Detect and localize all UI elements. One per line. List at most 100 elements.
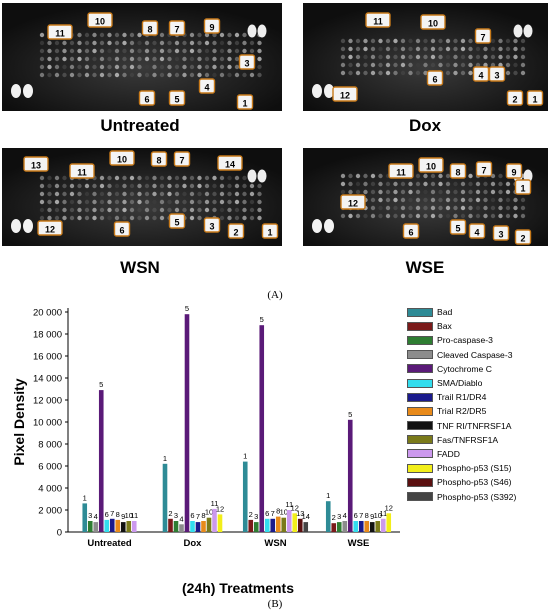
bar-chart-svg: 0 2 000 4 000 6 000 8 000 10 000 12 000 14 000 1…: [11, 304, 400, 596]
bar: [206, 517, 212, 532]
bar-data-label: 11: [379, 509, 387, 518]
legend-label: Bax: [437, 321, 452, 332]
svg-text:3: 3: [209, 222, 214, 232]
bar-data-label: 8: [276, 507, 280, 516]
legend-swatch: [407, 350, 433, 360]
legend-swatch: [407, 406, 433, 416]
bar-data-label: 11: [211, 499, 219, 508]
y-tick-label: 8 000: [38, 440, 62, 451]
legend-label: Trail R1/DR4: [437, 392, 487, 403]
blot-callout: 1: [236, 94, 254, 110]
svg-text:4: 4: [474, 228, 479, 238]
x-tick-label: Untreated: [87, 538, 132, 549]
bar-data-label: 3: [337, 512, 341, 521]
legend-item: FADD: [407, 447, 550, 461]
blot-callout: 7: [173, 151, 191, 167]
legend-swatch: [407, 392, 433, 402]
bar: [173, 521, 179, 532]
svg-text:5: 5: [174, 95, 179, 105]
svg-text:12: 12: [340, 91, 350, 101]
legend-label: TNF RI/TNFRSF1A: [437, 420, 512, 431]
bar: [275, 516, 281, 532]
svg-text:1: 1: [520, 184, 525, 194]
blot-callout: 9: [505, 163, 523, 179]
svg-text:7: 7: [179, 156, 184, 166]
bar: [126, 521, 132, 532]
bar-data-label: 2: [332, 513, 336, 522]
bar: [347, 419, 353, 532]
bar-data-label: 10: [125, 511, 133, 520]
blot-callout: 11: [69, 163, 95, 179]
svg-text:11: 11: [396, 168, 406, 178]
legend-label: Phospho-p53 (S392): [437, 491, 517, 502]
x-axis-title: (24h) Treatments: [182, 580, 294, 596]
bar-data-label: 10: [205, 508, 213, 517]
bar: [325, 501, 331, 532]
bar-data-label: 14: [302, 512, 310, 521]
bar-data-label: 3: [174, 511, 178, 520]
blot-caption-dox: Dox: [408, 116, 442, 135]
svg-text:3: 3: [494, 71, 499, 81]
bar-data-label: 5: [185, 304, 189, 313]
legend-item: Pro-caspase-3: [407, 333, 550, 347]
blot-callout: 6: [426, 70, 444, 86]
blot-callout: 2: [514, 229, 532, 245]
bar: [109, 518, 115, 532]
blot-callout: 5: [168, 213, 186, 229]
legend-swatch: [407, 335, 433, 345]
svg-text:11: 11: [55, 29, 65, 39]
legend-item: Trial R2/DR5: [407, 404, 550, 418]
blot-callout: 6: [402, 223, 420, 239]
blot-callout: 12: [37, 220, 63, 236]
blot-callout: 3: [203, 217, 221, 233]
blot-callout: 8: [449, 163, 467, 179]
blot-untreated-image: 11 10 8 7 9 3 6 5 4 1: [2, 3, 282, 111]
legend-item: Trail R1/DR4: [407, 390, 550, 404]
y-tick-label: 6 000: [38, 462, 62, 473]
svg-text:2: 2: [233, 228, 238, 238]
bar: [168, 518, 173, 532]
bar: [162, 463, 168, 532]
bar-data-label: 8: [201, 511, 205, 520]
bar-data-label: 4: [343, 511, 347, 520]
bar: [331, 523, 337, 532]
bar-data-label: 2: [249, 510, 253, 519]
blot-callout: 14: [217, 155, 243, 171]
blot-callout: 6: [113, 221, 131, 237]
bar: [297, 518, 303, 532]
svg-text:2: 2: [512, 95, 517, 105]
blot-callout: 2: [227, 223, 245, 239]
bar: [242, 461, 248, 532]
bar: [342, 521, 348, 532]
x-tick-label: WSN: [264, 538, 286, 549]
blot-callout: 4: [468, 223, 486, 239]
y-axis-title: Pixel Density: [11, 378, 27, 465]
svg-text:9: 9: [511, 168, 516, 178]
svg-text:10: 10: [426, 162, 436, 172]
panel-b-label: (B): [267, 598, 283, 610]
bar-data-label: 5: [348, 410, 352, 419]
svg-text:3: 3: [244, 59, 249, 69]
svg-text:11: 11: [77, 168, 87, 178]
bar-data-label: 5: [99, 380, 103, 389]
bar: [120, 522, 126, 532]
svg-text:6: 6: [432, 75, 437, 85]
bar-data-label: 1: [83, 493, 87, 502]
blot-callout: 7: [168, 20, 186, 36]
svg-text:4: 4: [204, 83, 209, 93]
blot-callout: 3: [492, 225, 510, 241]
svg-text:1: 1: [267, 228, 272, 238]
bar-data-label: 4: [94, 512, 98, 521]
blot-callout: 13: [23, 156, 49, 172]
bar: [270, 518, 276, 532]
blot-callout: 10: [109, 150, 135, 166]
blot-callout: 8: [150, 151, 168, 167]
bar: [380, 518, 386, 532]
y-tick-label: 4 000: [38, 484, 62, 495]
blot-callout: 12: [340, 194, 366, 210]
bar: [303, 522, 309, 532]
legend-swatch: [407, 378, 433, 388]
blot-callout: 4: [198, 78, 216, 94]
